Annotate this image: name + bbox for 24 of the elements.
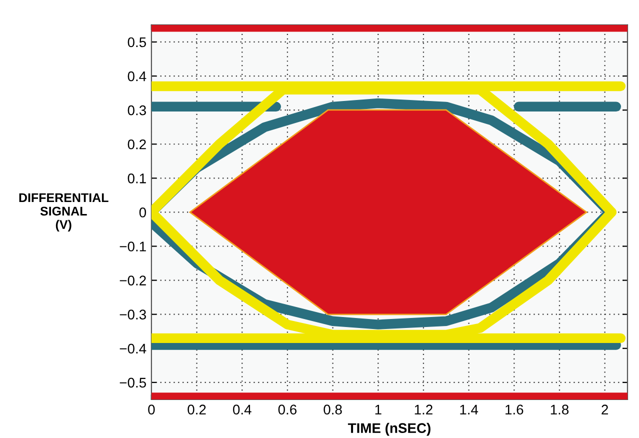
x-tick-label: 0.2 bbox=[188, 404, 206, 415]
x-tick-label: 1.8 bbox=[550, 404, 569, 415]
y-tick-label: 0 bbox=[139, 208, 146, 218]
x-tick-label: 1.2 bbox=[414, 404, 432, 414]
x-tick-label: 0.8 bbox=[324, 404, 342, 415]
y-tick-label: 0.2 bbox=[128, 139, 146, 150]
x-tick-label: 2 bbox=[602, 404, 608, 414]
y-tick-label: 0.5 bbox=[128, 37, 146, 48]
y-tick-label: 0.3 bbox=[128, 105, 146, 116]
y-tick-label: −0.5 bbox=[120, 378, 146, 388]
y-axis-title: DIFFERENTIAL SIGNAL (V) bbox=[19, 193, 108, 232]
x-tick-label: 1.4 bbox=[460, 404, 478, 414]
y-tick-label: −0.2 bbox=[120, 276, 146, 286]
y-tick-label: 0.1 bbox=[128, 174, 146, 184]
x-tick-label: 1.6 bbox=[506, 404, 524, 415]
x-axis-title: TIME (nSEC) bbox=[348, 422, 430, 436]
y-tick-label: −0.3 bbox=[120, 310, 146, 320]
y-tick-label: 0.4 bbox=[128, 71, 146, 82]
x-tick-label: 0.6 bbox=[278, 404, 297, 415]
y-tick-label: −0.1 bbox=[120, 242, 146, 252]
y-tick-label: −0.4 bbox=[120, 344, 146, 354]
x-tick-label: 0 bbox=[148, 404, 155, 415]
x-tick-label: 0.4 bbox=[233, 404, 252, 415]
x-tick-label: 1 bbox=[375, 404, 382, 414]
